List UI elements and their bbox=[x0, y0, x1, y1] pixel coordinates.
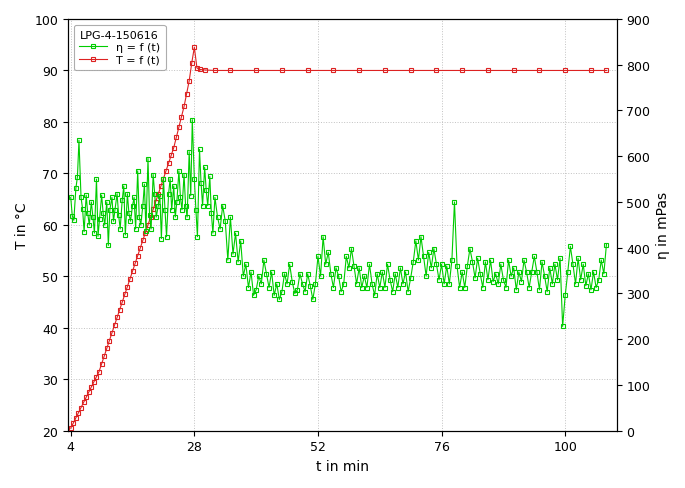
T = f (t) bbox=[190, 45, 199, 51]
T = f (t) bbox=[602, 68, 610, 74]
Y-axis label: T in °C: T in °C bbox=[15, 202, 29, 249]
T = f (t) bbox=[100, 353, 108, 359]
η = f (t) bbox=[558, 324, 566, 330]
X-axis label: t in min: t in min bbox=[316, 459, 369, 473]
Legend: η = f (t), T = f (t): η = f (t), T = f (t) bbox=[74, 25, 166, 71]
η = f (t) bbox=[324, 250, 332, 256]
η = f (t) bbox=[188, 118, 197, 123]
T = f (t) bbox=[167, 153, 175, 159]
T = f (t) bbox=[66, 426, 75, 431]
η = f (t) bbox=[597, 258, 606, 264]
η = f (t) bbox=[409, 260, 417, 265]
η = f (t) bbox=[142, 228, 150, 234]
T = f (t) bbox=[126, 276, 134, 282]
Y-axis label: η in mPas: η in mPas bbox=[656, 192, 670, 259]
T = f (t) bbox=[123, 284, 132, 290]
η = f (t) bbox=[66, 195, 75, 201]
Line: T = f (t): T = f (t) bbox=[68, 46, 609, 431]
T = f (t) bbox=[79, 400, 88, 406]
T = f (t) bbox=[587, 68, 595, 74]
Line: η = f (t): η = f (t) bbox=[68, 118, 609, 329]
η = f (t) bbox=[171, 215, 179, 221]
η = f (t) bbox=[602, 242, 610, 248]
η = f (t) bbox=[523, 269, 531, 275]
